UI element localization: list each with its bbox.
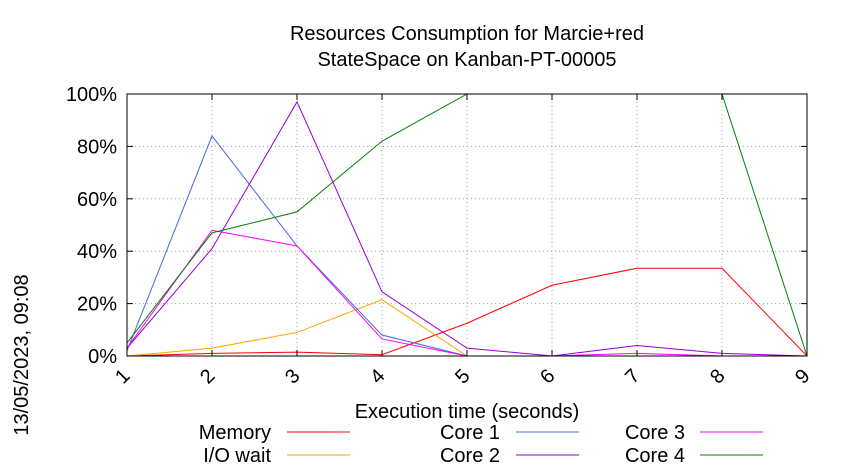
x-tick-label: 5 xyxy=(451,365,474,388)
x-tick-label: 7 xyxy=(621,365,644,388)
y-tick-label: 100% xyxy=(66,84,117,106)
chart-subtitle: StateSpace on Kanban-PT-00005 xyxy=(317,49,616,71)
series-line-core-4 xyxy=(126,93,808,357)
series-line-memory xyxy=(126,267,808,357)
plot-frame xyxy=(126,93,808,357)
timestamp-label: 13/05/2023, 09:08 xyxy=(11,274,33,435)
y-tick-label: 60% xyxy=(77,189,117,211)
x-axis-label: Execution time (seconds) xyxy=(355,401,580,423)
y-tick-label: 80% xyxy=(77,136,117,158)
series-line-core-3 xyxy=(126,229,807,357)
x-tick-label: 8 xyxy=(706,365,729,388)
series-lines xyxy=(126,93,808,357)
x-tick-label: 6 xyxy=(536,365,559,388)
y-tick-label: 20% xyxy=(77,294,117,316)
x-tick-label: 1 xyxy=(111,365,134,388)
legend-label-core-3: Core 3 xyxy=(625,422,685,444)
y-tick-label: 0% xyxy=(88,346,117,368)
y-tick-label: 40% xyxy=(77,241,117,263)
series-line-core-2 xyxy=(126,100,808,357)
chart-title: Resources Consumption for Marcie+red xyxy=(290,23,644,45)
x-tick-label: 4 xyxy=(366,365,389,388)
x-tick-label: 2 xyxy=(196,365,219,388)
legend-label-core-4: Core 4 xyxy=(625,445,685,467)
grid xyxy=(126,93,808,357)
y-axis-ticks: 0% 20% 40% 60% 80% 100% xyxy=(66,84,807,368)
legend-label-memory: Memory xyxy=(199,422,271,444)
x-tick-label: 3 xyxy=(281,365,304,388)
legend-label-core-2: Core 2 xyxy=(440,445,500,467)
x-tick-label: 9 xyxy=(791,365,814,388)
legend-label-i-o-wait: I/O wait xyxy=(203,445,271,467)
legend-label-core-1: Core 1 xyxy=(440,422,500,444)
